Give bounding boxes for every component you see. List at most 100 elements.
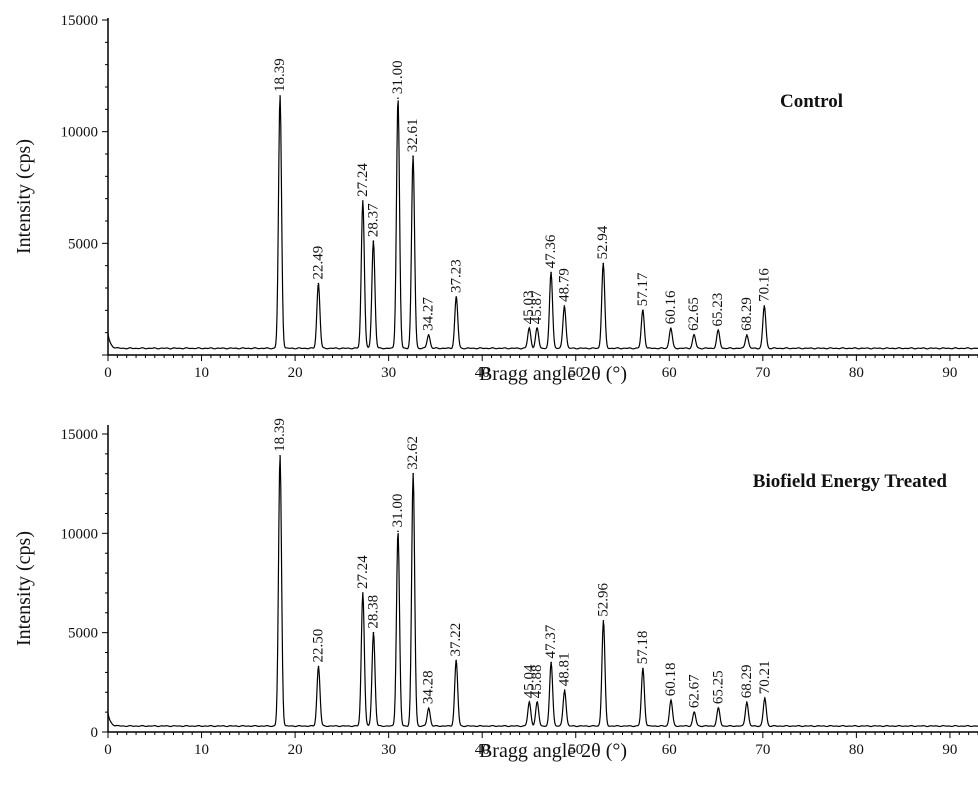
peak-point [602, 619, 605, 622]
peak-point [536, 327, 538, 330]
peak-label: 31.00 [390, 494, 406, 528]
x-tick-label: 80 [849, 365, 864, 381]
peak-point [536, 701, 538, 703]
x-axis-title: Bragg angle 2θ (°) [479, 363, 627, 385]
peak-label: 22.50 [310, 629, 326, 663]
y-tick-label: 10000 [61, 526, 99, 542]
peak-label: 48.79 [556, 268, 572, 302]
peak-label: 22.49 [310, 246, 326, 280]
peak-point [455, 659, 457, 662]
peak-point [693, 334, 695, 336]
peak-point [669, 327, 672, 330]
peak-point [528, 327, 531, 330]
y-tick-label: 15000 [61, 13, 99, 29]
peak-label: 47.36 [543, 234, 559, 268]
xrd-panel-control: 0 10 20 30 40 50 60 70 80 90 5000 10000 15000 Bragg a… [13, 13, 978, 385]
peak-label: 60.18 [663, 662, 679, 696]
peak-label: 57.18 [635, 631, 651, 665]
peak-point [427, 707, 430, 709]
panel-title: Control [780, 91, 843, 112]
x-tick-label: 0 [104, 365, 112, 381]
peak-point [550, 271, 552, 274]
peak-point [642, 309, 644, 312]
peak-label: 27.24 [355, 163, 371, 197]
x-tick-label: 50 [568, 742, 583, 758]
peak-point [372, 631, 375, 634]
x-tick-label: 40 [475, 365, 490, 381]
x-tick-label: 90 [942, 742, 957, 758]
peak-point [746, 334, 748, 336]
peak-label: 48.81 [557, 653, 573, 687]
x-tick-label: 10 [194, 742, 209, 758]
peak-label: 45.87 [529, 290, 545, 324]
y-tick-label: 5000 [68, 236, 98, 252]
peak-point [550, 661, 552, 664]
peak-label: 62.65 [686, 297, 702, 331]
peak-label: 31.00 [390, 60, 406, 94]
peak-point [717, 707, 720, 709]
peak-point [372, 240, 375, 242]
peak-label: 70.16 [756, 268, 772, 302]
peak-label: 34.27 [421, 297, 437, 331]
y-axis-title: Intensity (cps) [13, 139, 35, 254]
y-tick-label: 10000 [61, 125, 99, 141]
x-tick-label: 0 [104, 742, 112, 758]
x-tick-label: 80 [849, 742, 864, 758]
peak-label: 65.23 [710, 293, 726, 327]
peak-label: 45.03 [521, 290, 537, 324]
xrd-panel-treated: 0 10 20 30 40 50 60 70 80 90 0 5000 10000 15000 Bragg … [13, 418, 978, 762]
peak-point [397, 97, 399, 99]
peak-point [279, 455, 281, 457]
peak-point [362, 200, 364, 202]
x-tick-label: 20 [288, 742, 303, 758]
x-tick-label: 30 [381, 365, 396, 381]
peak-label: 68.29 [739, 664, 755, 698]
peak-point [563, 689, 566, 692]
x-axis-title: Bragg angle 2θ (°) [479, 740, 627, 762]
x-tick-label: 20 [288, 365, 303, 381]
y-axis-title: Intensity (cps) [13, 531, 35, 646]
peak-label: 45.88 [529, 664, 545, 698]
peak-point [693, 711, 696, 713]
peak-point [717, 329, 720, 332]
peak-point [455, 296, 458, 298]
peak-label: 62.67 [686, 674, 702, 708]
peak-point [602, 262, 605, 265]
peak-point [412, 472, 414, 475]
peak-label: 47.37 [543, 624, 559, 658]
x-tick-label: 70 [755, 365, 770, 381]
peak-label: 28.37 [365, 203, 381, 237]
x-tick-label: 90 [942, 365, 957, 381]
y-tick-label: 5000 [68, 626, 98, 642]
xrd-trace-line [107, 456, 978, 728]
peak-point [279, 95, 281, 97]
peak-point [362, 592, 364, 594]
peak-label: 37.22 [448, 623, 464, 657]
peak-point [397, 530, 399, 533]
peak-label: 70.21 [757, 660, 773, 694]
peak-label: 68.29 [739, 297, 755, 331]
xrd-trace-line [107, 96, 978, 350]
x-tick-label: 60 [662, 365, 677, 381]
peak-label: 65.25 [710, 670, 726, 704]
peak-point [427, 334, 430, 336]
x-tick-label: 40 [475, 742, 490, 758]
x-tick-label: 60 [662, 742, 677, 758]
peak-point [642, 667, 644, 670]
peak-point [563, 305, 566, 307]
x-tick-label: 70 [755, 742, 770, 758]
peak-label: 34.28 [421, 670, 437, 704]
peak-label: 52.96 [595, 582, 611, 616]
peak-label: 27.24 [355, 555, 371, 589]
peak-point [528, 701, 531, 703]
peak-label: 52.94 [595, 225, 611, 259]
x-tick-label: 10 [194, 365, 209, 381]
peak-label: 37.23 [448, 259, 464, 293]
peak-point [412, 155, 414, 158]
peak-point [746, 701, 748, 703]
peak-label: 18.39 [272, 58, 288, 92]
x-tick-label: 50 [568, 365, 583, 381]
peak-point [764, 697, 766, 700]
